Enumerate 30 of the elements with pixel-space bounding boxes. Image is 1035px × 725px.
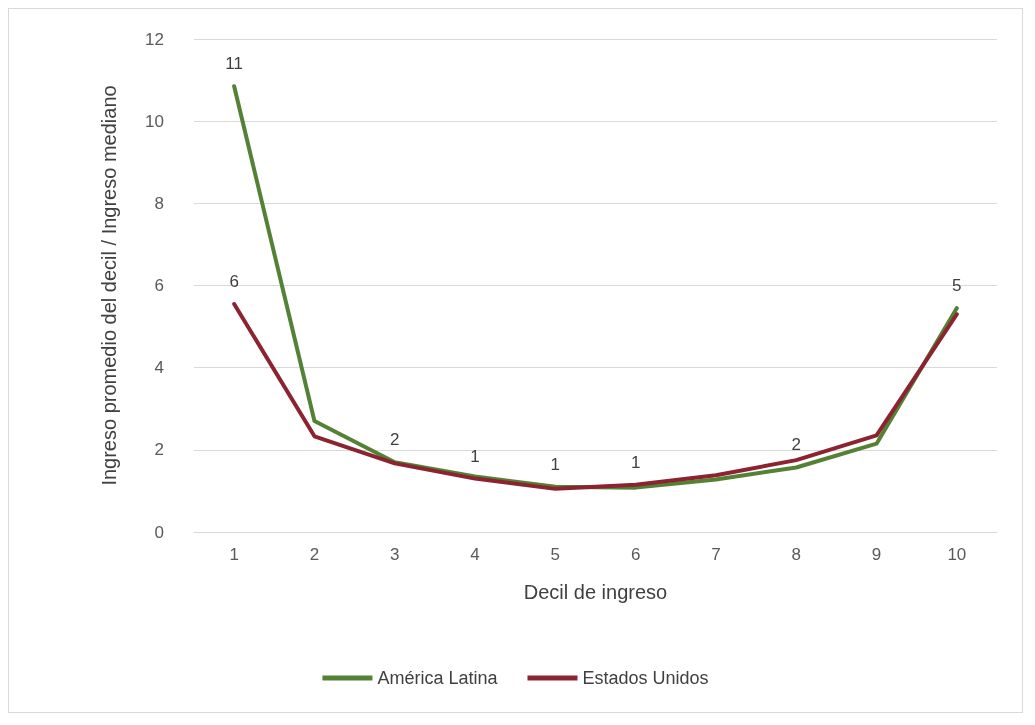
x-tick-label: 2 xyxy=(309,545,320,564)
x-tick-label: 6 xyxy=(630,545,641,564)
x-tick-label: 9 xyxy=(871,545,882,564)
x-tick-label: 10 xyxy=(947,545,967,564)
data-label: 1 xyxy=(470,446,480,466)
y-tick-label: 2 xyxy=(154,440,164,460)
data-label: 1 xyxy=(630,452,641,472)
x-tick-label: 3 xyxy=(390,545,400,564)
data-label: 11 xyxy=(225,54,243,74)
y-tick-label: 4 xyxy=(154,358,164,378)
x-tick-label: 8 xyxy=(791,545,801,564)
y-axis-title: Ingreso promedio del decil / Ingreso mediano xyxy=(98,85,120,486)
data-label: 5 xyxy=(952,276,962,296)
line-series xyxy=(232,301,959,491)
y-tick-label: 6 xyxy=(154,276,164,295)
y-tick-label: 10 xyxy=(145,111,164,131)
x-tick-label: 1 xyxy=(229,545,239,564)
x-axis-title: Decil de ingreso xyxy=(523,581,668,603)
y-tick-label: 12 xyxy=(145,29,164,49)
legend-label: América Latina xyxy=(377,668,499,688)
data-label: 2 xyxy=(791,435,801,455)
data-label: 6 xyxy=(229,271,239,291)
data-label: 1 xyxy=(550,454,561,474)
x-tick-label: 5 xyxy=(550,545,561,564)
y-tick-label: 8 xyxy=(154,193,164,213)
x-tick-label: 7 xyxy=(711,545,721,564)
y-tick-label: 0 xyxy=(154,522,164,542)
legend-label: Estados Unidos xyxy=(582,668,709,688)
data-label: 2 xyxy=(390,430,400,450)
x-tick-label: 4 xyxy=(470,545,480,564)
